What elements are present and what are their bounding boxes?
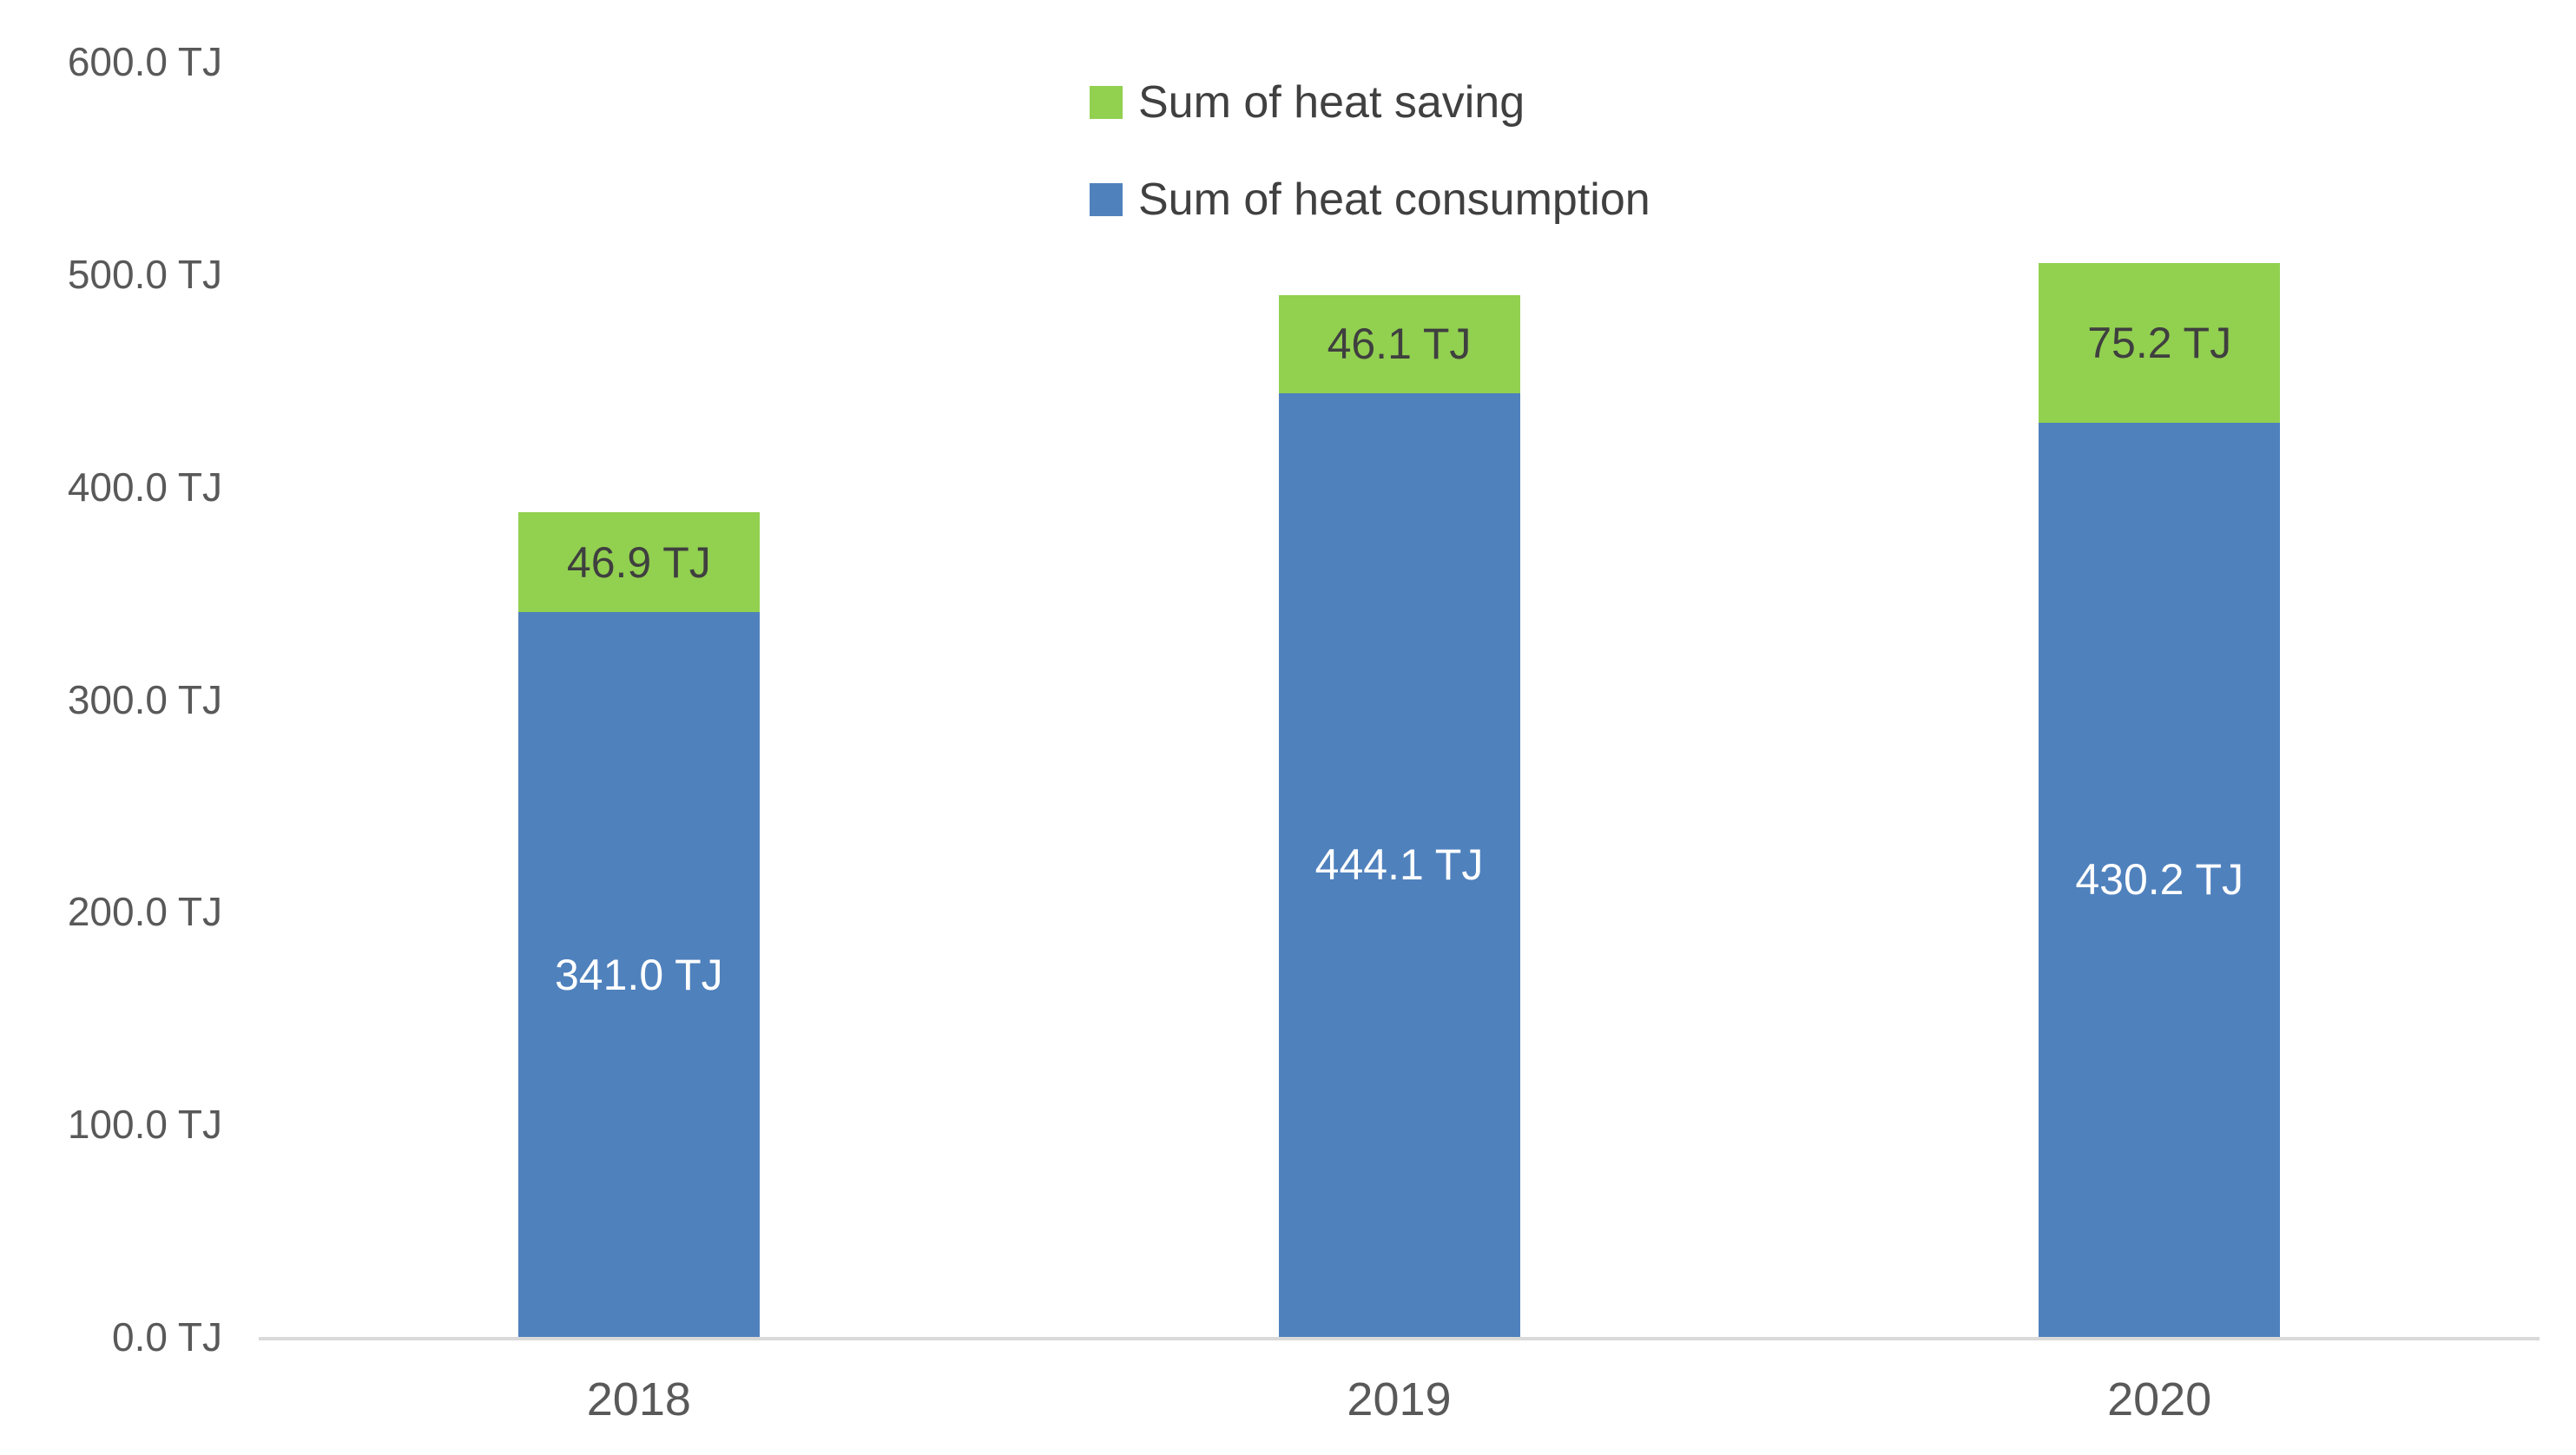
- y-axis-tick-label: 100.0 TJ: [67, 1102, 222, 1148]
- bar-value-label: 46.1 TJ: [1327, 319, 1472, 369]
- bar-segment: [2039, 422, 2281, 1337]
- y-axis-tick-label: 500.0 TJ: [67, 251, 222, 297]
- legend: Sum of heat saving Sum of heat consumptio…: [1090, 77, 1650, 278]
- y-axis-tick-label: 600.0 TJ: [67, 39, 222, 84]
- legend-swatch-icon: [1090, 183, 1123, 216]
- x-axis-category-label: 2018: [586, 1373, 691, 1425]
- y-axis-tick-label: 400.0 TJ: [67, 464, 222, 510]
- bar-value-label: 46.9 TJ: [566, 537, 711, 587]
- bar-value-label: 75.2 TJ: [2087, 318, 2232, 367]
- bar-segment: [517, 512, 760, 613]
- y-axis-tick-label: 0.0 TJ: [112, 1314, 222, 1360]
- bar-value-label: 444.1 TJ: [1314, 840, 1484, 890]
- x-axis-line: [259, 1337, 2540, 1340]
- x-axis-category-label: 2019: [1347, 1373, 1452, 1425]
- bar-value-label: 341.0 TJ: [555, 950, 723, 999]
- x-axis-category-label: 2020: [2107, 1373, 2212, 1425]
- bar-segment: [517, 612, 760, 1337]
- y-axis-tick-label: 200.0 TJ: [67, 889, 222, 935]
- bar-segment: [1278, 392, 1520, 1337]
- bar-segment: [2039, 262, 2281, 423]
- legend-swatch-icon: [1090, 86, 1123, 119]
- bar-segment: [1278, 294, 1520, 393]
- bar-value-label: 430.2 TJ: [2075, 855, 2243, 905]
- legend-item: Sum of heat consumption: [1090, 174, 1650, 225]
- legend-label: Sum of heat saving: [1138, 77, 1525, 128]
- legend-label: Sum of heat consumption: [1138, 174, 1650, 225]
- y-axis-tick-label: 300.0 TJ: [67, 676, 222, 722]
- legend-item: Sum of heat saving: [1090, 77, 1650, 128]
